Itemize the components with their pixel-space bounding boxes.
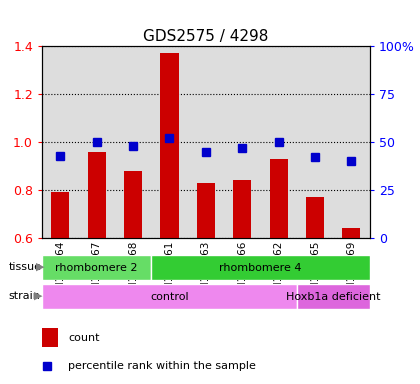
Bar [87, 152, 106, 238]
FancyBboxPatch shape [42, 255, 151, 280]
Bar [197, 183, 215, 238]
Title: GDS2575 / 4298: GDS2575 / 4298 [143, 28, 268, 43]
Text: Hoxb1a deficient: Hoxb1a deficient [286, 291, 381, 302]
Bar [342, 228, 360, 238]
FancyBboxPatch shape [42, 284, 297, 309]
Bar [270, 159, 288, 238]
Text: rhombomere 4: rhombomere 4 [219, 263, 302, 273]
Text: rhombomere 2: rhombomere 2 [55, 263, 138, 273]
FancyBboxPatch shape [297, 284, 370, 309]
Text: control: control [150, 291, 189, 302]
Bar [42, 328, 58, 347]
Text: ▶: ▶ [36, 262, 44, 272]
Text: percentile rank within the sample: percentile rank within the sample [68, 361, 256, 371]
Text: tissue: tissue [8, 262, 42, 272]
Text: ▶: ▶ [34, 291, 43, 301]
Bar [160, 53, 178, 238]
Bar [233, 180, 251, 238]
Text: count: count [68, 333, 100, 343]
Bar [51, 192, 69, 238]
FancyBboxPatch shape [151, 255, 370, 280]
Bar [306, 197, 324, 238]
Bar [124, 171, 142, 238]
Text: strain: strain [8, 291, 40, 301]
